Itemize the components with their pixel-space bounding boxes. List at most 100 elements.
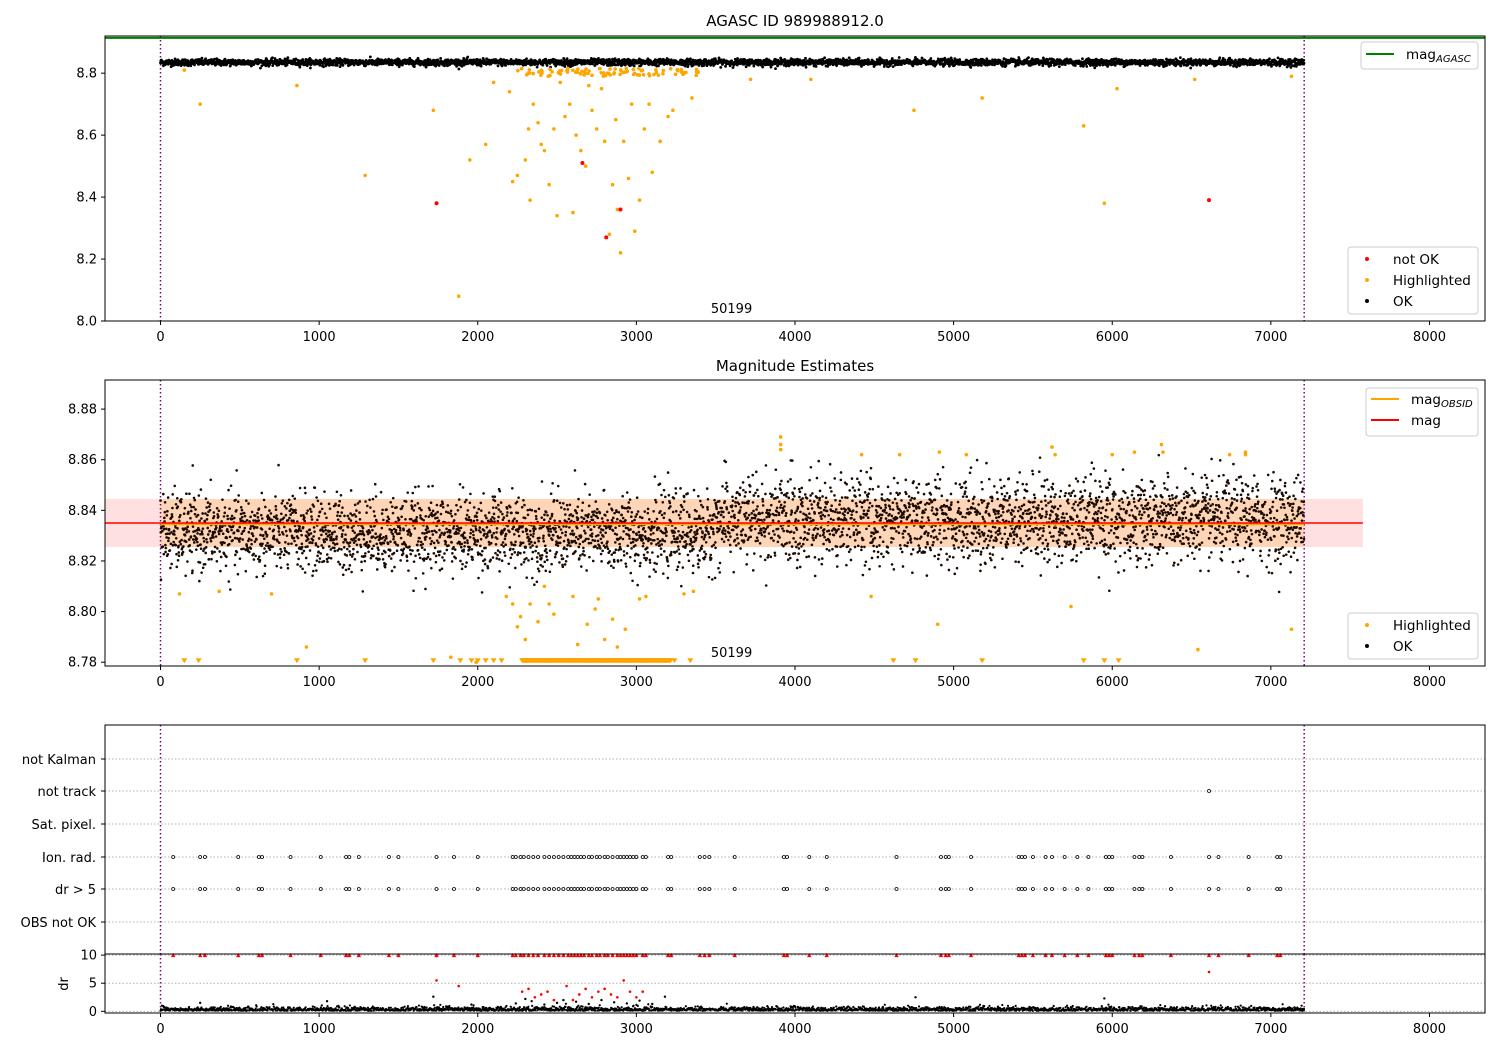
mag-ok-point: [262, 551, 266, 555]
mag-ok-point: [167, 527, 171, 531]
mag-ok-point: [336, 510, 340, 514]
agasc-ok-point: [857, 56, 861, 60]
mag-ok-point: [245, 518, 249, 522]
mag-ok-point: [220, 543, 224, 546]
mag-ok-point: [273, 537, 276, 541]
mag-ok-point: [320, 544, 323, 547]
mag-ok-point: [305, 511, 309, 515]
agasc-highlighted-point: [580, 69, 584, 74]
mag-ok-point: [338, 563, 342, 566]
agasc-highlighted-point: [673, 72, 678, 77]
agasc-ok-point: [1085, 65, 1089, 68]
mag-ok-point: [196, 540, 199, 544]
mag-ok-point: [173, 484, 177, 488]
mag-ok-point: [333, 546, 336, 550]
mag-ok-point: [217, 532, 221, 536]
agasc-highlighted-point: [624, 66, 629, 71]
mag-ok-point: [345, 554, 349, 557]
mag-ok-point: [203, 562, 207, 566]
mag-ok-point: [165, 514, 169, 517]
mag-ok-point: [336, 518, 340, 521]
mag-ok-point: [303, 516, 306, 519]
mag-ok-point: [312, 526, 316, 529]
mag-xtick-label: 2000: [461, 675, 494, 690]
agasc-highlighted-point: [610, 182, 615, 187]
mag-ok-point: [310, 515, 313, 518]
mag-ok-point: [316, 545, 320, 548]
mag-ok-point: [166, 496, 170, 499]
mag-ok-point: [237, 494, 240, 497]
agasc-highlighted-point: [567, 102, 572, 106]
mag-ok-point: [204, 512, 207, 515]
mag-ok-point: [196, 532, 199, 535]
agasc-ok-point: [466, 55, 470, 59]
mag-ok-point: [340, 533, 344, 536]
mag-ok-point: [169, 566, 172, 570]
agasc-ok-point: [271, 56, 274, 60]
mag-ok-point: [201, 566, 205, 570]
mag-ok-point: [278, 533, 281, 537]
agasc-highlighted-point: [650, 170, 655, 175]
agasc-legend-label: OK: [1393, 294, 1414, 310]
mag-ok-point: [265, 533, 269, 537]
mag-ok-point: [189, 535, 193, 538]
mag-ok-point: [247, 530, 251, 534]
mag-ok-point: [227, 542, 231, 546]
agasc-highlighted-point: [661, 71, 665, 76]
mag-ok-point: [264, 544, 268, 547]
mag-ok-point: [262, 498, 266, 502]
agasc-highlighted-point: [468, 158, 472, 162]
mag-ok-point: [250, 542, 253, 546]
mag-ok-point: [274, 508, 278, 511]
mag-ok-point: [284, 540, 287, 544]
mag-ok-point: [350, 570, 353, 574]
agasc-highlighted-point: [594, 127, 599, 131]
mag-ok-point: [316, 554, 319, 558]
agasc-ok-point: [204, 57, 208, 61]
mag-ok-point: [283, 546, 286, 550]
mag-ok-point: [197, 494, 201, 497]
agasc-ok-point: [632, 64, 636, 68]
mag-ok-point: [347, 567, 351, 571]
mag-ok-point: [320, 533, 323, 537]
mag-ok-point: [271, 545, 274, 549]
mag-ok-point: [214, 535, 218, 538]
mag-ok-point: [325, 516, 328, 520]
agasc-axes-frame: [104, 35, 1486, 322]
mag-ok-point: [223, 511, 227, 515]
mag-ok-point: [193, 498, 197, 502]
mag-ok-point: [240, 515, 244, 519]
mag-ok-point: [336, 514, 339, 517]
agasc-highlighted-point: [696, 70, 700, 74]
agasc-highlighted-point: [603, 73, 608, 78]
mag-ok-point: [282, 532, 285, 536]
mag-ok-point: [279, 547, 282, 551]
mag-ok-point: [186, 560, 189, 563]
agasc-highlighted-point: [507, 89, 512, 94]
mag-ok-point: [338, 499, 341, 503]
mag-ok-point: [215, 560, 219, 563]
agasc-ok-point: [331, 63, 335, 67]
mag-ok-point: [302, 549, 306, 553]
mag-ok-point: [282, 516, 286, 519]
agasc-highlighted-point: [809, 77, 813, 82]
mag-ok-point: [163, 516, 166, 520]
agasc-highlighted-point: [491, 80, 496, 85]
mag-ok-point: [343, 514, 346, 518]
mag-ok-point: [298, 486, 302, 490]
agasc-not-ok-point: [580, 161, 585, 166]
mag-ok-point: [261, 574, 265, 578]
mag-ok-point: [349, 489, 353, 492]
mag-ok-point: [279, 552, 282, 556]
agasc-ok-point: [496, 64, 500, 68]
mag-ok-point: [268, 548, 272, 551]
mag-ytick-label: 8.82: [68, 554, 97, 569]
mag-ok-point: [284, 529, 288, 533]
agasc-ok-point: [215, 62, 218, 66]
mag-ok-point: [333, 530, 336, 534]
mag-ok-point: [163, 500, 167, 504]
mag-ok-point: [227, 488, 230, 492]
mag-ok-point: [212, 536, 215, 539]
mag-ok-point: [232, 531, 236, 534]
mag-ok-point: [219, 555, 223, 559]
